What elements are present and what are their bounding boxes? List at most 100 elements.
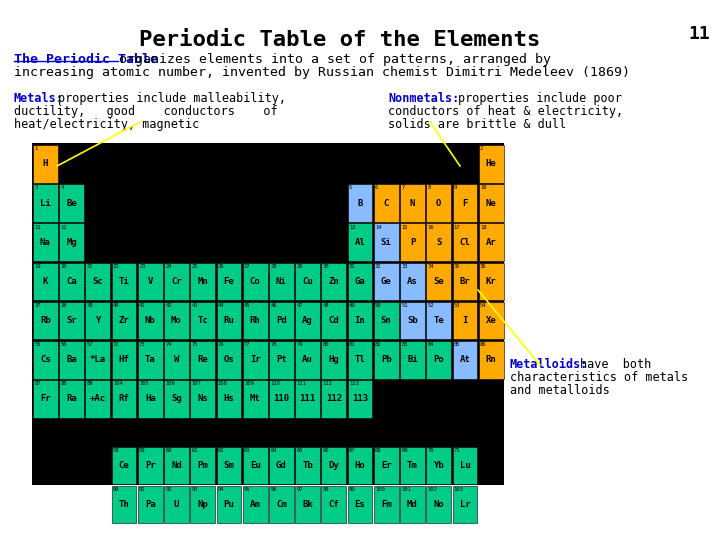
Bar (426, 447, 451, 484)
Bar (112, 341, 136, 379)
Text: heat/electricity, magnetic: heat/electricity, magnetic (14, 118, 199, 131)
Text: 89: 89 (86, 381, 93, 386)
Text: 93: 93 (192, 487, 198, 492)
Bar (164, 341, 189, 379)
Text: 26: 26 (217, 264, 224, 269)
Bar (217, 341, 241, 379)
Bar (33, 341, 58, 379)
Text: Be: Be (66, 199, 77, 207)
Text: W: W (174, 355, 179, 364)
Text: 23: 23 (139, 264, 145, 269)
Text: have  both: have both (580, 358, 652, 371)
Text: 18: 18 (480, 225, 487, 230)
Bar (59, 224, 84, 261)
Text: 84: 84 (428, 342, 434, 347)
Text: Tl: Tl (355, 355, 366, 364)
Text: 79: 79 (297, 342, 303, 347)
Bar (33, 380, 58, 417)
Text: 68: 68 (375, 448, 382, 453)
Text: 94: 94 (217, 487, 224, 492)
Text: 22: 22 (113, 264, 120, 269)
Text: 71: 71 (454, 448, 460, 453)
Text: 61: 61 (192, 448, 198, 453)
Text: 76: 76 (217, 342, 224, 347)
Bar (453, 341, 477, 379)
Text: Lu: Lu (459, 461, 470, 470)
Text: increasing atomic number, invented by Russian chemist Dimitri Medeleev (1869): increasing atomic number, invented by Ru… (14, 66, 630, 79)
Text: 111: 111 (300, 394, 315, 403)
Text: 33: 33 (401, 264, 408, 269)
Bar (33, 262, 58, 300)
Text: Nb: Nb (145, 316, 156, 325)
Text: Li: Li (40, 199, 50, 207)
Text: Yb: Yb (433, 461, 444, 470)
Text: 4: 4 (60, 185, 63, 191)
Text: 105: 105 (139, 381, 149, 386)
Text: Fe: Fe (223, 277, 234, 286)
Bar (321, 447, 346, 484)
Text: 24: 24 (166, 264, 172, 269)
Text: 51: 51 (401, 303, 408, 308)
Text: 28: 28 (270, 264, 276, 269)
Bar (453, 447, 477, 484)
Text: Po: Po (433, 355, 444, 364)
Text: Mo: Mo (171, 316, 182, 325)
Text: Gd: Gd (276, 461, 287, 470)
Text: 17: 17 (454, 225, 460, 230)
Text: 101: 101 (401, 487, 411, 492)
Text: 102: 102 (428, 487, 437, 492)
Text: 100: 100 (375, 487, 384, 492)
Text: Cf: Cf (328, 500, 339, 509)
Text: Cd: Cd (328, 316, 339, 325)
Bar (426, 184, 451, 222)
Text: Nonmetals:: Nonmetals: (388, 92, 459, 105)
Text: Cr: Cr (171, 277, 182, 286)
Text: B: B (357, 199, 363, 207)
Bar (426, 341, 451, 379)
Text: 110: 110 (270, 381, 280, 386)
Text: Al: Al (355, 238, 366, 247)
Text: Fm: Fm (381, 500, 392, 509)
Text: conductors of heat & electricity,: conductors of heat & electricity, (388, 105, 623, 118)
Text: 103: 103 (454, 487, 464, 492)
Text: Nd: Nd (171, 461, 182, 470)
Text: 112: 112 (325, 394, 342, 403)
Text: Cs: Cs (40, 355, 50, 364)
Text: Tm: Tm (407, 461, 418, 470)
Text: H: H (42, 159, 48, 168)
Bar (33, 224, 58, 261)
Text: Ce: Ce (119, 461, 130, 470)
Text: 15: 15 (401, 225, 408, 230)
Text: Ha: Ha (145, 394, 156, 403)
Text: Ra: Ra (66, 394, 77, 403)
Text: Pu: Pu (223, 500, 234, 509)
Text: Ns: Ns (197, 394, 208, 403)
Text: 31: 31 (349, 264, 356, 269)
Text: characteristics of metals: characteristics of metals (510, 371, 688, 384)
Bar (400, 486, 425, 523)
Bar (243, 486, 268, 523)
Text: U: U (174, 500, 179, 509)
Text: Rf: Rf (119, 394, 130, 403)
Bar (217, 380, 241, 417)
Text: 86: 86 (480, 342, 487, 347)
Text: 52: 52 (428, 303, 434, 308)
Bar (138, 486, 163, 523)
Text: Te: Te (433, 316, 444, 325)
Text: 110: 110 (274, 394, 289, 403)
Bar (295, 447, 320, 484)
Bar (217, 447, 241, 484)
Text: 10: 10 (480, 185, 487, 191)
Text: 35: 35 (454, 264, 460, 269)
Text: 78: 78 (270, 342, 276, 347)
Text: Metalloids:: Metalloids: (510, 358, 588, 371)
Bar (164, 302, 189, 339)
Text: No: No (433, 500, 444, 509)
Bar (426, 224, 451, 261)
Text: Os: Os (223, 355, 234, 364)
Bar (348, 224, 372, 261)
Bar (190, 447, 215, 484)
Text: Pb: Pb (381, 355, 392, 364)
Bar (243, 262, 268, 300)
Bar (164, 486, 189, 523)
